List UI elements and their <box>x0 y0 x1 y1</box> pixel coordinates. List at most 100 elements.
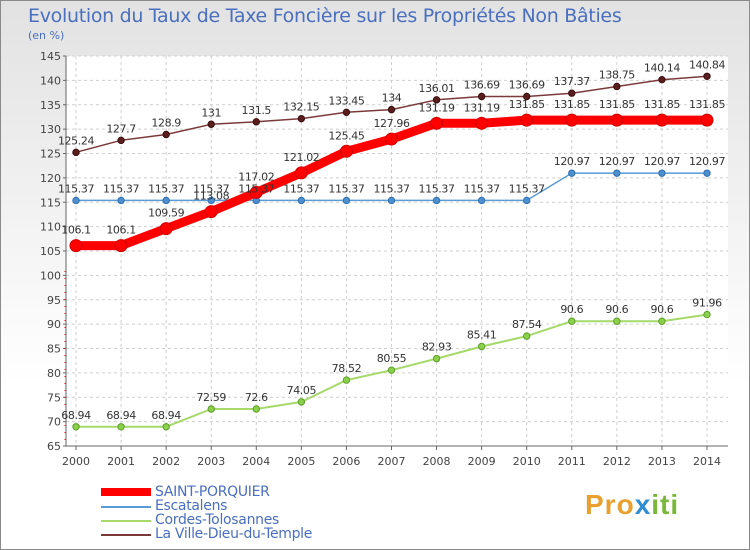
x-tick-label: 2010 <box>513 455 541 468</box>
data-label-cordes-tolosannes: 82.93 <box>422 341 452 354</box>
x-tick-label: 2002 <box>152 455 180 468</box>
data-label-escatalens: 115.37 <box>464 182 500 195</box>
y-tick-label: 135 <box>40 99 61 112</box>
data-label-la-ville-dieu-du-temple: 125.24 <box>58 134 94 147</box>
data-point-cordes-tolosannes <box>297 398 306 406</box>
data-label-escatalens: 120.97 <box>689 155 725 168</box>
data-point-escatalens <box>568 169 576 177</box>
data-point-la-ville-dieu-du-temple <box>72 148 80 157</box>
y-tick-label: 70 <box>47 416 61 429</box>
data-point-cordes-tolosannes <box>342 376 351 384</box>
data-label-la-ville-dieu-du-temple: 138.75 <box>599 68 635 81</box>
data-label-escatalens: 120.97 <box>644 155 680 168</box>
data-label-cordes-tolosannes: 72.59 <box>196 391 226 404</box>
data-point-escatalens <box>658 169 666 177</box>
x-tick-label: 2003 <box>197 455 225 468</box>
y-tick-label: 115 <box>40 196 61 209</box>
data-point-saint-porquier <box>294 166 308 180</box>
legend-swatch-saint-porquier <box>101 488 151 496</box>
data-point-cordes-tolosannes <box>387 366 396 374</box>
data-label-la-ville-dieu-du-temple: 140.84 <box>689 58 725 71</box>
data-point-la-ville-dieu-du-temple <box>117 136 125 145</box>
x-tick-label: 2001 <box>107 455 135 468</box>
legend-swatch-escatalens <box>101 506 151 508</box>
data-point-saint-porquier <box>339 144 353 158</box>
y-tick-label: 65 <box>47 440 61 453</box>
data-point-escatalens <box>703 169 711 177</box>
data-label-cordes-tolosannes: 78.52 <box>332 362 362 375</box>
data-point-cordes-tolosannes <box>523 332 531 340</box>
data-point-escatalens <box>387 196 396 205</box>
data-label-cordes-tolosannes: 85.41 <box>467 329 497 342</box>
data-label-saint-porquier: 125.45 <box>328 129 364 142</box>
y-tick-label: 105 <box>40 245 61 258</box>
legend-label-saint-porquier: SAINT-PORQUIER <box>155 484 270 500</box>
data-point-escatalens <box>162 196 170 205</box>
data-label-cordes-tolosannes: 90.6 <box>605 303 628 316</box>
data-label-cordes-tolosannes: 91.96 <box>692 297 722 310</box>
data-label-la-ville-dieu-du-temple: 131.5 <box>242 104 272 117</box>
data-point-cordes-tolosannes <box>72 423 80 431</box>
data-label-saint-porquier: 121.02 <box>283 151 319 164</box>
data-label-escatalens: 115.37 <box>58 182 94 195</box>
legend-swatch-cordes-tolosannes <box>101 520 151 522</box>
data-label-saint-porquier: 131.85 <box>599 98 635 111</box>
data-point-saint-porquier <box>204 205 218 219</box>
data-label-saint-porquier: 131.85 <box>689 98 725 111</box>
data-label-saint-porquier: 106.1 <box>106 224 136 237</box>
data-label-saint-porquier: 131.19 <box>464 101 500 114</box>
data-point-saint-porquier <box>385 132 398 146</box>
chart-title: Evolution du Taux de Taxe Foncière sur l… <box>28 5 622 27</box>
data-label-cordes-tolosannes: 68.94 <box>106 409 136 422</box>
data-label-saint-porquier: 131.19 <box>419 101 455 114</box>
data-point-la-ville-dieu-du-temple <box>477 92 486 101</box>
data-label-cordes-tolosannes: 74.05 <box>287 384 317 397</box>
data-point-saint-porquier <box>610 113 624 127</box>
data-point-saint-porquier <box>700 113 714 127</box>
data-label-escatalens: 115.37 <box>283 182 319 195</box>
data-point-saint-porquier <box>520 113 534 127</box>
x-tick-label: 2014 <box>693 455 721 468</box>
data-label-escatalens: 115.37 <box>419 182 455 195</box>
data-point-cordes-tolosannes <box>613 317 621 325</box>
y-tick-label: 140 <box>40 74 61 87</box>
data-label-escatalens: 115.37 <box>148 182 184 195</box>
data-point-cordes-tolosannes <box>568 317 576 325</box>
data-label-la-ville-dieu-du-temple: 136.69 <box>464 79 500 92</box>
y-tick-label: 80 <box>47 367 61 380</box>
data-label-la-ville-dieu-du-temple: 136.69 <box>509 79 545 92</box>
x-tick-label: 2011 <box>558 455 586 468</box>
data-point-la-ville-dieu-du-temple <box>207 120 215 128</box>
data-label-la-ville-dieu-du-temple: 133.45 <box>328 94 364 107</box>
data-point-la-ville-dieu-du-temple <box>342 108 351 117</box>
logo-part-pro: Pro <box>585 489 635 520</box>
data-label-escatalens: 115.37 <box>328 182 364 195</box>
proxiti-logo: Proxiti <box>585 489 679 521</box>
data-label-cordes-tolosannes: 80.55 <box>377 352 407 365</box>
data-label-escatalens: 120.97 <box>554 155 590 168</box>
data-label-saint-porquier: 131.85 <box>554 98 590 111</box>
x-tick-label: 2009 <box>468 455 496 468</box>
y-tick-label: 145 <box>40 50 61 63</box>
data-label-cordes-tolosannes: 68.94 <box>151 409 181 422</box>
data-point-la-ville-dieu-du-temple <box>432 96 441 104</box>
x-tick-label: 2006 <box>332 455 360 468</box>
data-label-la-ville-dieu-du-temple: 136.01 <box>419 82 455 95</box>
data-label-saint-porquier: 131.85 <box>644 98 680 111</box>
data-point-la-ville-dieu-du-temple <box>162 130 170 139</box>
data-label-cordes-tolosannes: 90.6 <box>650 303 673 316</box>
data-point-saint-porquier <box>430 116 444 130</box>
data-label-la-ville-dieu-du-temple: 127.7 <box>106 122 136 135</box>
data-label-cordes-tolosannes: 90.6 <box>560 303 583 316</box>
data-point-la-ville-dieu-du-temple <box>252 118 260 126</box>
data-point-cordes-tolosannes <box>162 423 170 431</box>
data-point-escatalens <box>72 196 80 205</box>
x-tick-label: 2005 <box>287 455 315 468</box>
data-point-la-ville-dieu-du-temple <box>613 82 621 91</box>
data-point-la-ville-dieu-du-temple <box>387 105 396 114</box>
data-point-cordes-tolosannes <box>703 310 711 319</box>
data-label-la-ville-dieu-du-temple: 128.9 <box>151 116 181 129</box>
data-point-escatalens <box>342 196 351 205</box>
data-label-cordes-tolosannes: 72.6 <box>245 391 268 404</box>
